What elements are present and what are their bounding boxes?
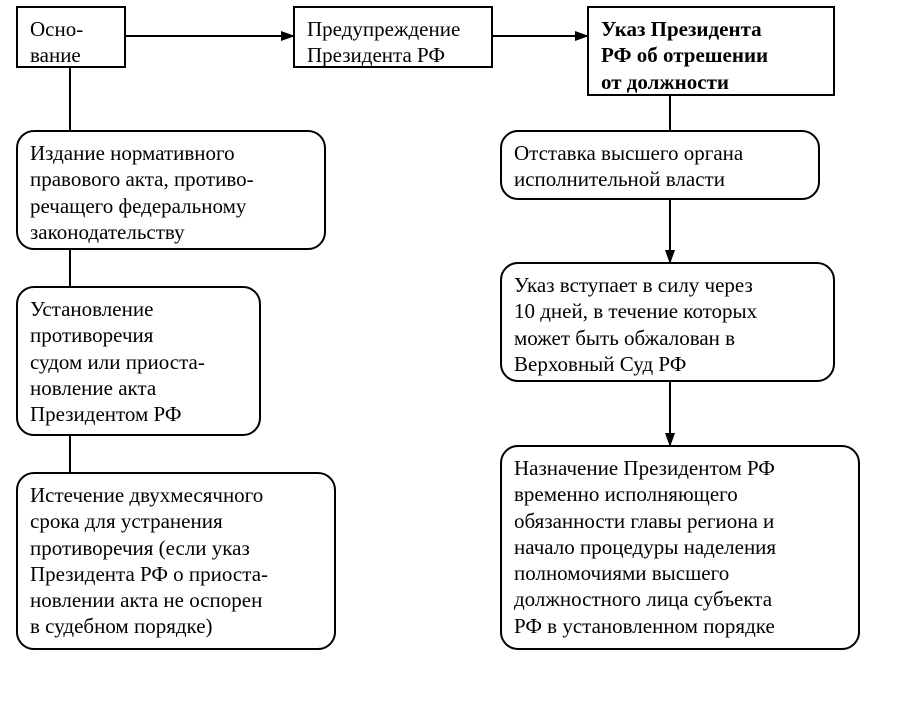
node-right1: Отставка высшего органаисполнительной вл…: [500, 130, 820, 200]
node-text: Осно-вание: [30, 17, 83, 67]
node-text: Назначение Президентом РФвременно исполн…: [514, 456, 776, 638]
node-text: Отставка высшего органаисполнительной вл…: [514, 141, 743, 191]
node-osnovanie: Осно-вание: [16, 6, 126, 68]
node-text: Издание нормативногоправового акта, прот…: [30, 141, 254, 244]
node-left1: Издание нормативногоправового акта, прот…: [16, 130, 326, 250]
node-preduprezhdenie: ПредупреждениеПрезидента РФ: [293, 6, 493, 68]
node-text: Указ вступает в силу через10 дней, в теч…: [514, 273, 757, 376]
node-ukaz-title: Указ ПрезидентаРФ об отрешенииот должнос…: [587, 6, 835, 96]
node-text: Установлениепротиворечиясудом или приост…: [30, 297, 205, 426]
node-text: ПредупреждениеПрезидента РФ: [307, 17, 460, 67]
node-right2: Указ вступает в силу через10 дней, в теч…: [500, 262, 835, 382]
node-right3: Назначение Президентом РФвременно исполн…: [500, 445, 860, 650]
node-text: Истечение двухмесячногосрока для устране…: [30, 483, 268, 638]
node-text: Указ ПрезидентаРФ об отрешенииот должнос…: [601, 17, 768, 94]
node-left3: Истечение двухмесячногосрока для устране…: [16, 472, 336, 650]
node-left2: Установлениепротиворечиясудом или приост…: [16, 286, 261, 436]
